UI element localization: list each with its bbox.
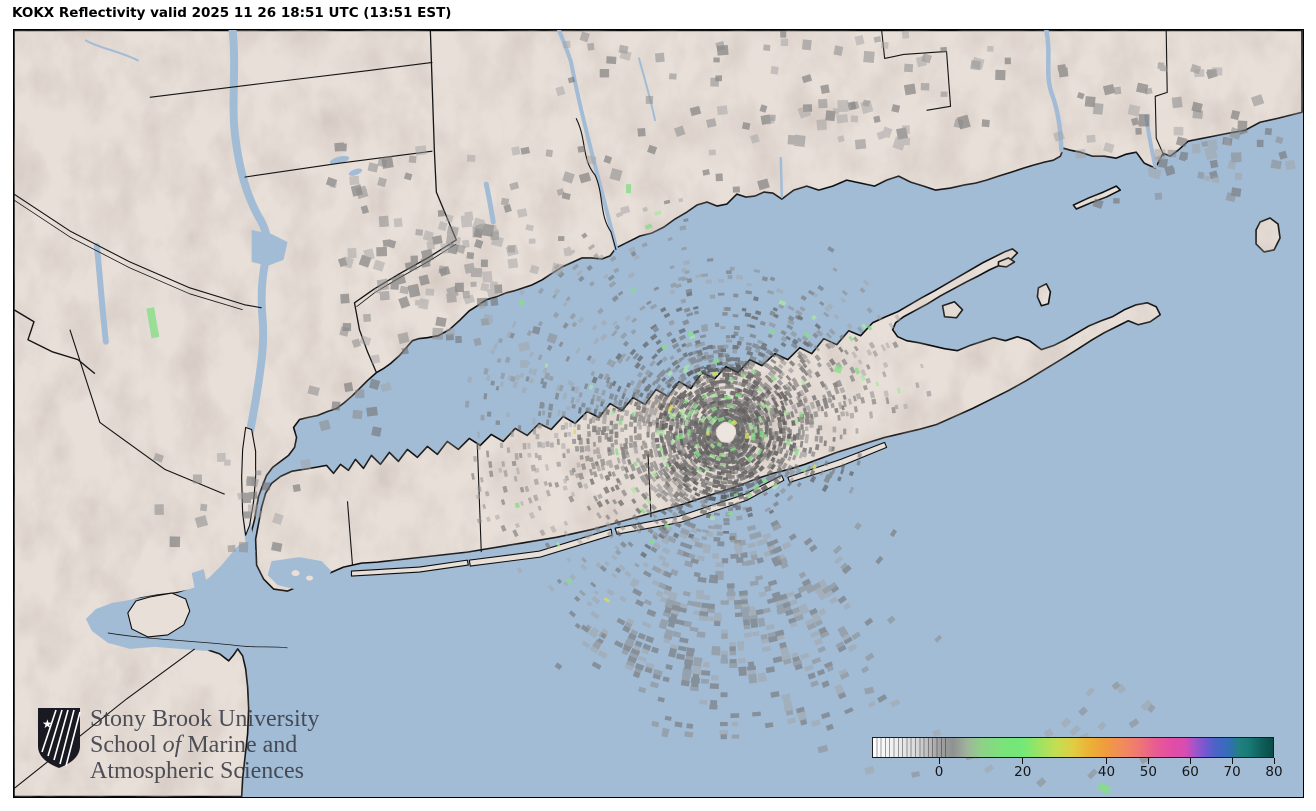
border-brooklyn-queens bbox=[346, 501, 354, 566]
greenwood-lake bbox=[93, 242, 109, 345]
colorbar-tick-label: 80 bbox=[1265, 764, 1283, 780]
colorbar-tick bbox=[1231, 758, 1233, 764]
stream-1 bbox=[84, 39, 139, 62]
reflectivity-colorbar: 0 20 40 50 60 70 80 bbox=[872, 737, 1283, 797]
radar-site-hole bbox=[716, 423, 735, 442]
colorbar-tick bbox=[938, 758, 940, 764]
tappan-zee-widening bbox=[251, 229, 288, 266]
colorbar-tick-label: 40 bbox=[1097, 764, 1116, 780]
candlewood-lake bbox=[483, 181, 496, 225]
border-ct-county bbox=[575, 118, 617, 251]
map-title: KOKX Reflectivity valid 2025 11 26 18:51… bbox=[12, 5, 452, 21]
quinnipiac-river bbox=[779, 156, 784, 199]
colorbar-tick-label: 0 bbox=[934, 764, 944, 780]
stony-brook-logo: ★ Stony Brook University School of Marin… bbox=[36, 706, 319, 784]
colorbar-bin-lines bbox=[872, 737, 949, 758]
border-putnam-north bbox=[149, 61, 433, 98]
colorbar-tick bbox=[1273, 758, 1275, 764]
colorbar-tick bbox=[1105, 758, 1107, 764]
border-county-west bbox=[14, 309, 96, 375]
border-ct-county-2 bbox=[881, 30, 952, 111]
staten-island bbox=[127, 592, 191, 638]
map-frame bbox=[13, 29, 1304, 798]
housatonic-river bbox=[557, 30, 619, 252]
border-ny-nj-2 bbox=[14, 199, 243, 311]
clutter-cells bbox=[654, 361, 797, 502]
jamaica-bay-islets bbox=[291, 570, 314, 581]
colorbar-tick bbox=[1189, 758, 1191, 764]
border-ny-nj bbox=[14, 193, 262, 309]
colorbar-tick-label: 50 bbox=[1139, 764, 1157, 780]
marine-boundary-line bbox=[107, 632, 288, 649]
border-ct-ri bbox=[1154, 30, 1168, 157]
colorbar-tick bbox=[1147, 758, 1149, 764]
logo-line-3: Atmospheric Sciences bbox=[90, 758, 304, 784]
colorbar-gradient bbox=[872, 737, 1274, 758]
map-canvas bbox=[14, 30, 1303, 797]
radar-clutter-layer bbox=[146, 30, 1296, 796]
colorbar-tick-label: 20 bbox=[1014, 764, 1032, 780]
colorbar-tick bbox=[1022, 758, 1024, 764]
stream-2 bbox=[638, 57, 657, 122]
clutter-cells bbox=[169, 31, 1288, 740]
svg-text:★: ★ bbox=[42, 717, 53, 731]
harbor-islands bbox=[127, 426, 257, 638]
border-putnam-south bbox=[244, 150, 433, 178]
colorbar-tick-label: 60 bbox=[1181, 764, 1199, 780]
colorbar-tick-label: 70 bbox=[1223, 764, 1241, 780]
logo-line-1: Stony Brook University bbox=[90, 706, 320, 732]
logo-text: Stony Brook University School of Marine … bbox=[90, 706, 319, 784]
sbu-shield-icon: ★ bbox=[38, 708, 81, 768]
logo-line-2: School of Marine and bbox=[90, 732, 298, 758]
